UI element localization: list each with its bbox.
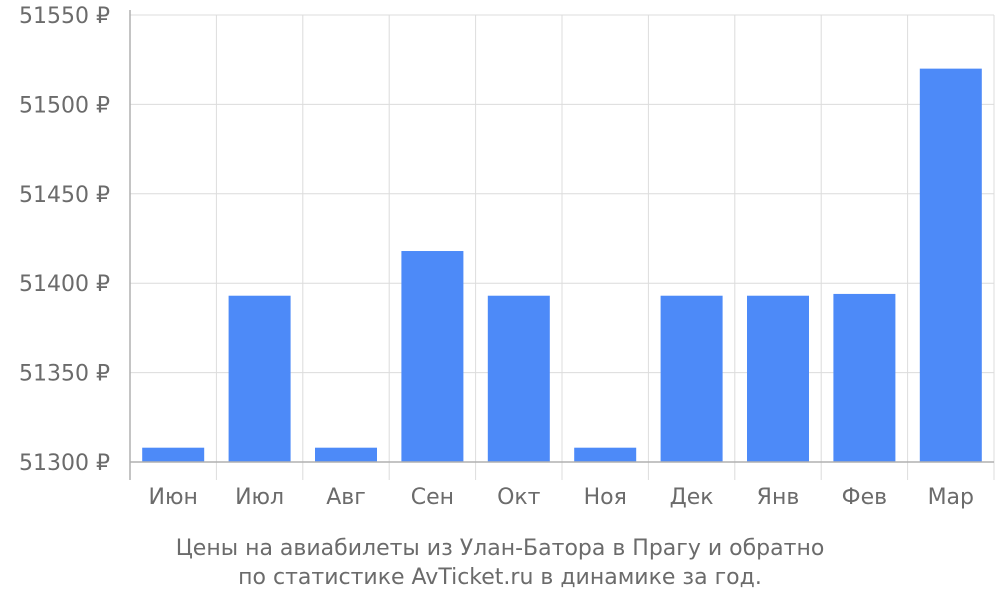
bars	[142, 68, 982, 462]
chart-caption-line-1: Цены на авиабилеты из Улан-Батора в Праг…	[176, 536, 825, 561]
bar-Сен	[401, 251, 464, 462]
bar-Фев	[833, 293, 896, 462]
y-axis-tick-labels: 51300 ₽ 51350 ₽ 51400 ₽ 51450 ₽ 51500 ₽ 51550…	[19, 4, 110, 476]
x-tick-label: Фев	[842, 485, 887, 510]
x-tick-label: Июл	[235, 485, 284, 510]
x-axis-tick-labels: Июн Июл Авг Сен Окт Ноя Дек Янв Фев Мар	[149, 485, 975, 510]
axes	[129, 10, 994, 480]
gridlines	[129, 14, 995, 480]
x-tick-label: Авг	[326, 485, 366, 510]
bar-Июл	[228, 295, 291, 462]
bar-Ноя	[574, 447, 637, 462]
x-tick-label: Янв	[757, 485, 800, 510]
x-tick-label: Окт	[497, 485, 541, 510]
x-tick-label: Сен	[411, 485, 454, 510]
bar-Янв	[747, 295, 809, 462]
bar-Авг	[315, 447, 377, 462]
y-tick-label: 51450 ₽	[19, 183, 110, 208]
y-tick-label: 51400 ₽	[19, 272, 110, 297]
bar-Окт	[487, 295, 550, 462]
chart-caption-line-2: по статистике AvTicket.ru в динамике за …	[238, 565, 762, 590]
x-tick-label: Мар	[928, 485, 974, 510]
y-tick-label: 51350 ₽	[19, 362, 110, 387]
x-tick-label: Дек	[670, 485, 714, 510]
y-tick-label: 51300 ₽	[19, 451, 110, 476]
bar-Мар	[919, 68, 982, 462]
x-tick-label: Ноя	[584, 485, 627, 510]
bar-Июн	[142, 447, 205, 462]
x-tick-label: Июн	[149, 485, 198, 510]
y-tick-label: 51500 ₽	[19, 93, 110, 118]
y-tick-label: 51550 ₽	[19, 4, 110, 29]
bar-Дек	[660, 295, 723, 462]
